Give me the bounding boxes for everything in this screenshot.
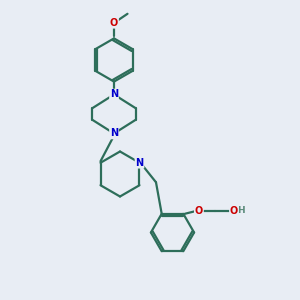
Text: O: O — [195, 206, 203, 216]
Text: N: N — [110, 128, 118, 139]
Text: O: O — [110, 18, 118, 28]
Text: N: N — [110, 89, 118, 100]
Text: N: N — [135, 158, 143, 168]
Text: H: H — [237, 206, 244, 215]
Text: O: O — [230, 206, 238, 216]
